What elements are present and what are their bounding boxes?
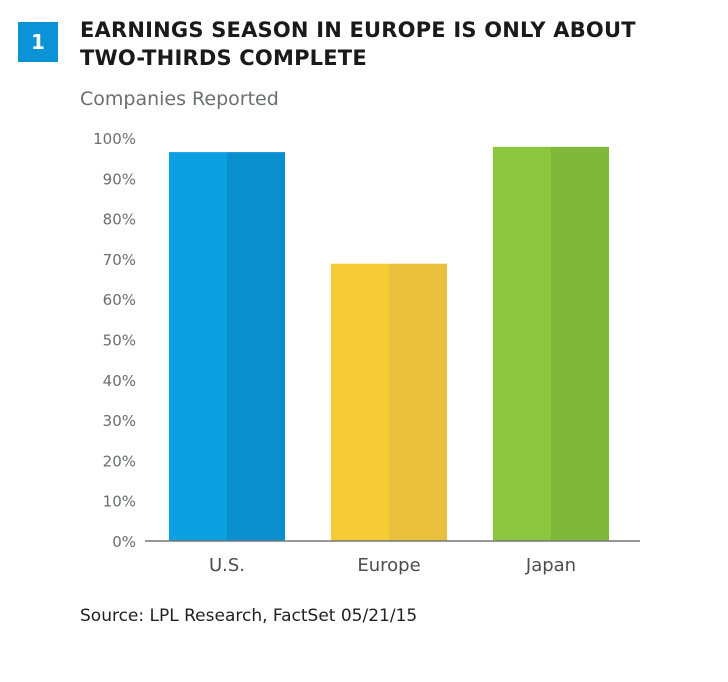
y-tick-label: 30% [103, 412, 136, 430]
y-tick-label: 90% [103, 170, 136, 188]
bar-right-half [227, 152, 285, 542]
x-category-label: Europe [357, 555, 420, 576]
y-axis-ticks: 0% 10% 20% 30% 40% 50% 60% 70% 80% 90% 100% [93, 130, 136, 551]
bar-left-half [331, 263, 389, 541]
y-tick-label: 0% [112, 533, 136, 551]
chart-subtitle: Companies Reported [80, 88, 279, 110]
y-tick-label: 100% [93, 130, 136, 148]
bar-left-half [493, 146, 551, 541]
bar-japan [493, 146, 609, 541]
bar-europe [331, 263, 447, 541]
y-tick-label: 60% [103, 291, 136, 309]
figure-number-badge: 1 [18, 22, 58, 62]
bar-right-half [389, 263, 447, 541]
bar-right-half [551, 146, 609, 541]
chart-title: EARNINGS SEASON IN EUROPE IS ONLY ABOUT … [80, 18, 636, 70]
y-tick-label: 10% [103, 493, 136, 511]
x-axis-labels: U.S. Europe Japan [209, 555, 576, 576]
y-tick-label: 70% [103, 251, 136, 269]
source-note: Source: LPL Research, FactSet 05/21/15 [80, 606, 418, 626]
y-tick-label: 40% [103, 372, 136, 390]
bar-chart: 0% 10% 20% 30% 40% 50% 60% 70% 80% 90% 100% U.S. Eu… [93, 130, 640, 576]
bar-left-half [169, 152, 227, 542]
y-tick-label: 80% [103, 211, 136, 229]
bars [169, 146, 609, 542]
x-category-label: U.S. [209, 555, 245, 576]
x-category-label: Japan [525, 555, 576, 576]
y-tick-label: 50% [103, 332, 136, 350]
bar-u-s [169, 152, 285, 542]
y-tick-label: 20% [103, 452, 136, 470]
